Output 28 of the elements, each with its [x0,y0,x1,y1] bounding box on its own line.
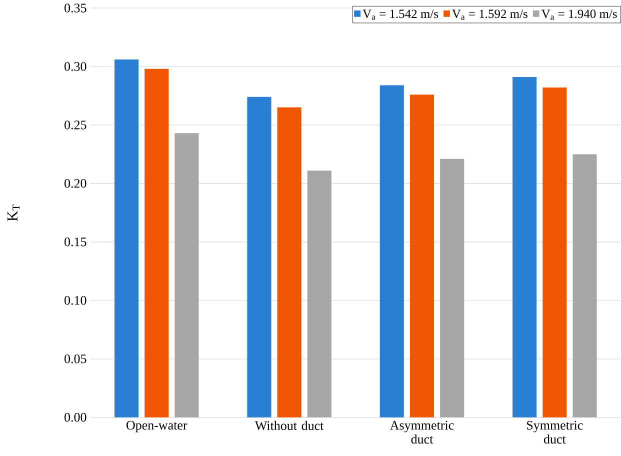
legend-label: V$_{a}$ = 1.592 m/s [452,9,528,20]
bar [440,158,464,418]
bar [380,84,404,418]
y-tick-label: 0.10 [64,296,86,305]
y-tick-label: 0.25 [64,120,86,130]
y-axis-title: K$_{T}$ [8,204,20,221]
bar [174,132,199,418]
bar [512,76,537,418]
legend-label: V$_{a}$ = 1.940 m/s [541,9,617,20]
y-tick-label: 0.20 [64,178,86,188]
bar [277,107,302,418]
bar [410,94,434,418]
y-tick-label: 0.15 [64,237,86,246]
bar [247,96,272,418]
bar [144,68,169,418]
legend-label: V$_{a}$ = 1.542 m/s [362,9,438,20]
bar [572,154,597,418]
x-tick-label: Open-water [126,420,188,432]
x-tick-label: Symmetric duct [527,420,583,444]
bar [542,87,567,418]
y-tick-label: 0.35 [64,3,86,12]
bar [114,59,139,418]
y-tick-label: 0.30 [64,62,86,71]
bar [307,170,332,418]
y-tick-label: 0.05 [64,354,86,364]
x-tick-label: Without duct [254,420,324,430]
y-tick-label: 0.00 [64,412,86,422]
x-tick-label: Asymmetric duct [390,420,454,444]
